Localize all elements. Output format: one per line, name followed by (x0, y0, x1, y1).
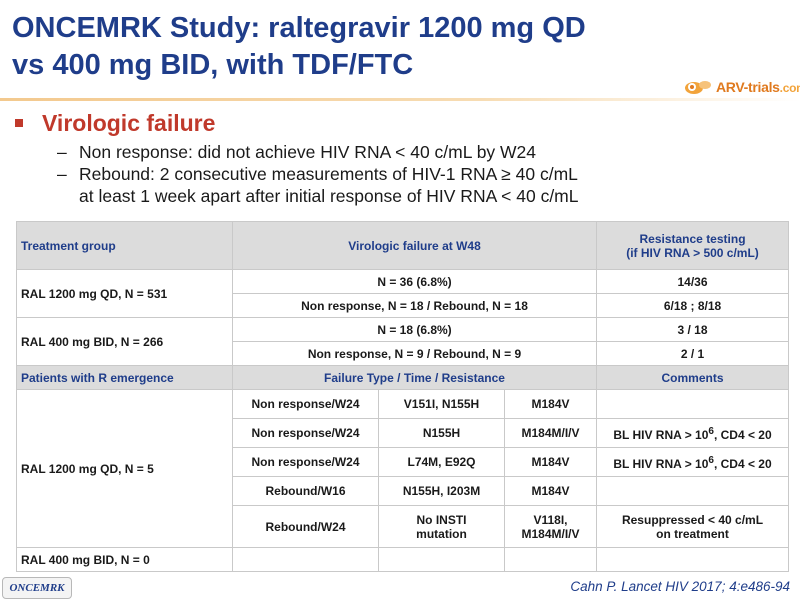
citation: Cahn P. Lancet HIV 2017; 4:e486-94 (570, 579, 790, 594)
sub-bullet-non-response: – Non response: did not achieve HIV RNA <… (57, 142, 536, 163)
group-emergence-ral-1200: RAL 1200 mg QD, N = 5 (16, 389, 233, 548)
cell-empty (378, 547, 505, 572)
cell-comment (596, 476, 790, 506)
cell-failure-type: Rebound/W24 (232, 505, 379, 548)
cell-failure-type: Non response/W24 (232, 418, 379, 448)
cell-nrti: M184V (503, 447, 598, 477)
group-ral-400: RAL 400 mg BID, N = 266 (16, 317, 233, 366)
header-resistance-testing: Resistance testing (if HIV RNA > 500 c/m… (596, 221, 790, 270)
cell-empty (503, 547, 598, 572)
cell-vf: Non response, N = 9 / Rebound, N = 9 (231, 341, 598, 366)
cell-vf: Non response, N = 18 / Rebound, N = 18 (231, 293, 598, 318)
cell-insti: No INSTI mutation (378, 505, 505, 548)
table-row: RAL 1200 mg QD, N = 531 N = 36 (6.8%) 14… (16, 269, 790, 318)
results-table: Treatment group Virologic failure at W48… (16, 221, 790, 572)
cell-insti: N155H (378, 418, 505, 448)
header-comments: Comments (596, 365, 790, 390)
header-virologic-failure: Virologic failure at W48 (231, 221, 598, 270)
cell-rt: 14/36 (596, 269, 790, 294)
slide-title-line1: ONCEMRK Study: raltegravir 1200 mg QD (12, 12, 586, 44)
cell-comment: BL HIV RNA > 106, CD4 < 20 (596, 447, 790, 477)
logo-text-suffix: .com (779, 81, 800, 95)
cell-rt: 2 / 1 (596, 341, 790, 366)
oncemrk-study-logo: ONCEMRK (2, 577, 72, 599)
table-subheader-row: Patients with R emergence Failure Type /… (16, 365, 790, 390)
dash-bullet: – (57, 142, 67, 162)
table-row: Non response, N = 9 / Rebound, N = 9 2 /… (17, 341, 790, 366)
group-ral-1200: RAL 1200 mg QD, N = 531 (16, 269, 233, 318)
table-row: RAL 400 mg BID, N = 0 (16, 547, 790, 572)
cell-comment: BL HIV RNA > 106, CD4 < 20 (596, 418, 790, 448)
cell-nrti: M184V (503, 476, 598, 506)
arv-trials-logo: ARV-trials.com (683, 76, 800, 98)
bullet-main-label: Virologic failure (42, 109, 216, 136)
cell-insti: V151I, N155H (378, 389, 505, 419)
cell-nrti: M184V (503, 389, 598, 419)
cell-empty (232, 547, 379, 572)
slide-title: ONCEMRK Study: raltegravir 1200 mg QD vs… (12, 10, 712, 84)
cell-rt: 6/18 ; 8/18 (596, 293, 790, 318)
cell-vf: N = 18 (6.8%) (231, 317, 598, 342)
cell-rt: 3 / 18 (596, 317, 790, 342)
cell-comment (596, 389, 790, 419)
sub-bullet-text: Non response: did not achieve HIV RNA < … (79, 142, 537, 162)
logo-text-main: ARV-trials (716, 79, 780, 95)
title-divider (0, 98, 800, 101)
sub-bullet-text: Rebound: 2 consecutive measurements of H… (79, 164, 578, 184)
group-emergence-ral-400: RAL 400 mg BID, N = 0 (16, 547, 233, 572)
cell-nrti: M184M/I/V (503, 418, 598, 448)
square-bullet-icon (15, 119, 23, 127)
header-failure-type: Failure Type / Time / Resistance (231, 365, 598, 390)
table-row: Rebound/W16 N155H, I203M M184V (17, 476, 790, 506)
cell-failure-type: Non response/W24 (232, 389, 379, 419)
cell-empty (596, 547, 790, 572)
cell-insti: L74M, E92Q (378, 447, 505, 477)
cell-vf: N = 36 (6.8%) (231, 269, 598, 294)
table-row: Rebound/W24 No INSTI mutation V118I, M18… (17, 505, 790, 548)
bullet-virologic-failure: Virologic failure (15, 110, 215, 136)
dash-bullet: – (57, 164, 67, 184)
header-r-emergence: Patients with R emergence (16, 365, 233, 390)
table-row: RAL 400 mg BID, N = 266 N = 18 (6.8%) 3 … (16, 317, 790, 366)
arv-logo-icon (683, 78, 713, 96)
cell-failure-type: Non response/W24 (232, 447, 379, 477)
table-row: RAL 1200 mg QD, N = 5 Non response/W24 V… (16, 389, 790, 548)
header-treatment-group: Treatment group (16, 221, 233, 270)
cell-nrti: V118I, M184M/I/V (503, 505, 598, 548)
table-row: Non response/W24 N155H M184M/I/V BL HIV … (17, 418, 790, 448)
cell-comment: Resuppressed < 40 c/mL on treatment (596, 505, 790, 548)
cell-failure-type: Rebound/W16 (232, 476, 379, 506)
sub-bullet-rebound-cont: at least 1 week apart after initial resp… (79, 186, 579, 206)
table-header-row: Treatment group Virologic failure at W48… (16, 221, 790, 270)
cell-insti: N155H, I203M (378, 476, 505, 506)
slide-title-line2: vs 400 mg BID, with TDF/FTC (12, 49, 414, 81)
sub-bullet-rebound: – Rebound: 2 consecutive measurements of … (57, 164, 578, 185)
